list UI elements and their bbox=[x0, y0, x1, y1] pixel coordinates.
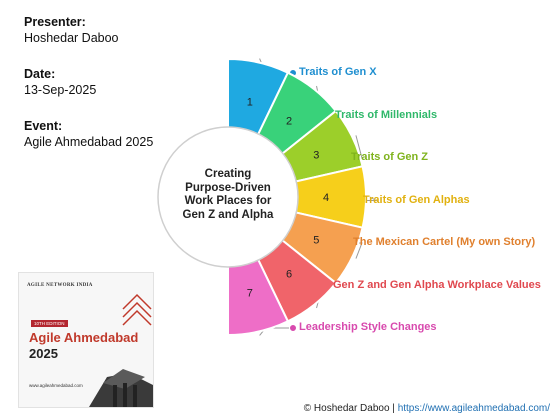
center-title: Creating Purpose-Driven Work Places for … bbox=[166, 168, 290, 222]
poster-graphic bbox=[19, 273, 153, 407]
segment-label-6: Gen Z and Gen Alpha Workplace Values bbox=[333, 278, 541, 291]
event-value: Agile Ahmedabad 2025 bbox=[24, 135, 154, 149]
poster-title-line2: 2025 bbox=[29, 346, 58, 361]
center-line-3: Work Places for bbox=[184, 195, 272, 207]
date-label: Date: bbox=[24, 67, 56, 81]
segment-label-2: Traits of Millennials bbox=[335, 108, 438, 121]
center-line-1: Creating bbox=[204, 168, 252, 180]
segment-number-4: 4 bbox=[323, 192, 329, 204]
segment-number-5: 5 bbox=[313, 235, 319, 247]
segment-label-3: Traits of Gen Z bbox=[351, 151, 429, 163]
segment-label-4: Traits of Gen Alphas bbox=[363, 193, 470, 206]
presenter-block: Presenter: Hoshedar Daboo bbox=[24, 14, 119, 46]
event-poster-image: AGILE NETWORK INDIA 10TH EDITION Agile A… bbox=[18, 272, 154, 408]
segment-number-2: 2 bbox=[286, 115, 292, 127]
presenter-name: Hoshedar Daboo bbox=[24, 31, 119, 45]
label-dot-7 bbox=[289, 324, 297, 332]
date-value: 13-Sep-2025 bbox=[24, 83, 97, 97]
footer: © Hoshedar Daboo | https://www.agileahme… bbox=[304, 403, 550, 414]
poster-org: AGILE NETWORK INDIA bbox=[27, 283, 93, 288]
footer-copyright: © Hoshedar Daboo | bbox=[303, 403, 395, 414]
segment-number-6: 6 bbox=[286, 269, 292, 281]
presenter-label: Presenter: bbox=[24, 15, 86, 29]
poster-url: www.agileahmedabad.com bbox=[29, 383, 83, 388]
center-line-2: Purpose-Driven bbox=[185, 181, 271, 194]
event-label: Event: bbox=[24, 119, 63, 133]
date-block: Date: 13-Sep-2025 bbox=[24, 66, 96, 98]
segment-label-7: Leadership Style Changes bbox=[299, 321, 437, 333]
footer-link[interactable]: https://www.agileahmedabad.com/ bbox=[397, 403, 550, 414]
poster-title-line1: Agile Ahmedabad bbox=[29, 330, 139, 345]
segment-number-3: 3 bbox=[313, 149, 319, 161]
center-line-4: Gen Z and Alpha bbox=[182, 208, 274, 221]
segment-number-7: 7 bbox=[247, 288, 253, 300]
segment-ring: 1 2 3 4 5 6 7 bbox=[227, 57, 367, 337]
center-circle bbox=[157, 126, 299, 268]
poster-edition: 10TH EDITION bbox=[31, 320, 68, 327]
segment-number-1: 1 bbox=[247, 96, 253, 108]
segment-label-1: Traits of Gen X bbox=[299, 66, 377, 78]
event-block: Event: Agile Ahmedabad 2025 bbox=[24, 118, 153, 150]
segment-label-5: The Mexican Cartel (My own Story) bbox=[353, 236, 536, 248]
